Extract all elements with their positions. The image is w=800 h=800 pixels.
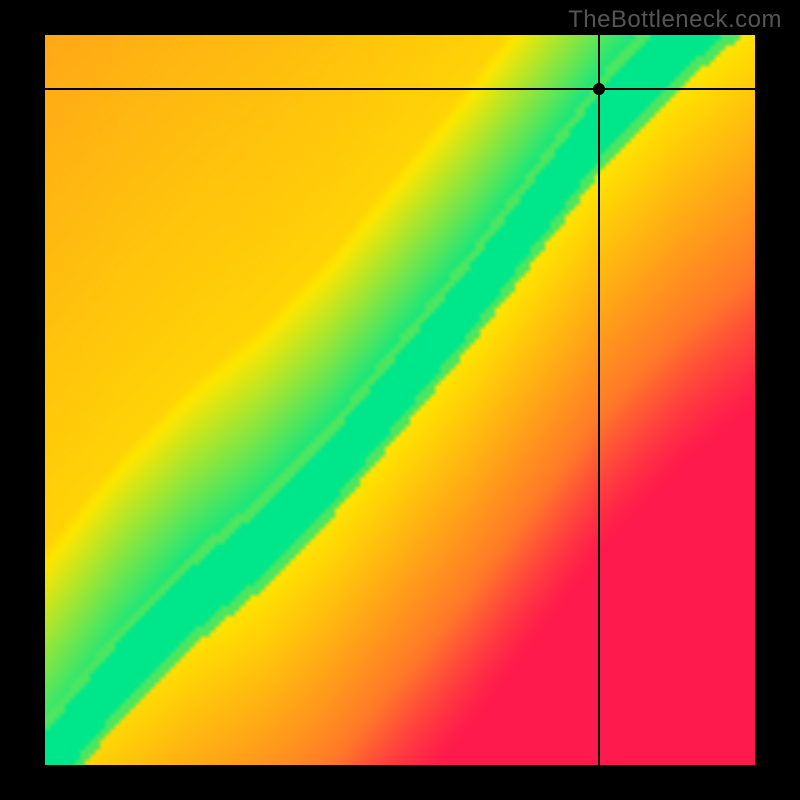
chart-frame: TheBottleneck.com [0,0,800,800]
heatmap-plot [45,35,755,765]
crosshair-vertical [598,35,600,765]
heatmap-canvas [45,35,755,765]
crosshair-horizontal [45,88,755,90]
watermark-text: TheBottleneck.com [568,6,782,34]
crosshair-marker [593,83,605,95]
